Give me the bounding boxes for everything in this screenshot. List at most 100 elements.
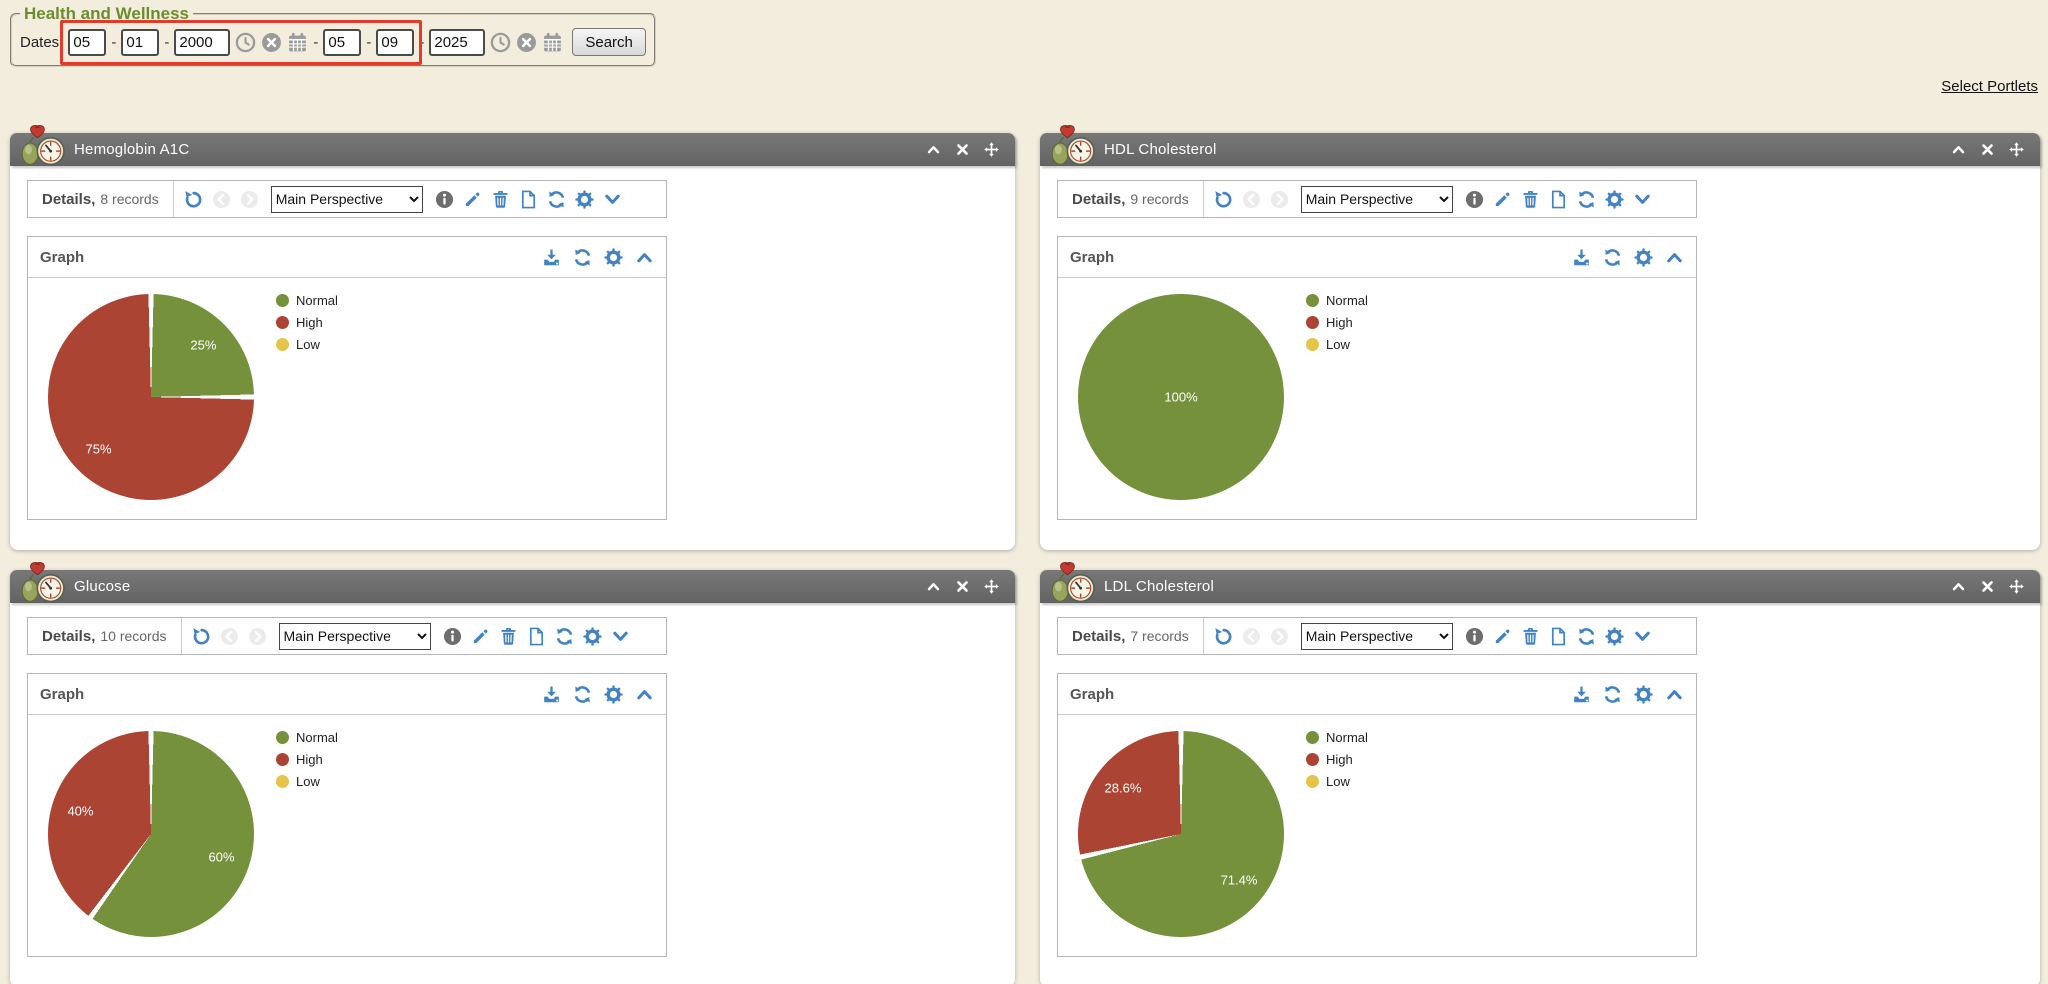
move-portlet-icon[interactable]	[2009, 142, 2024, 157]
chart-legend: Normal High Low	[1306, 730, 1368, 789]
move-portlet-icon[interactable]	[984, 579, 999, 594]
report-icon[interactable]	[527, 627, 546, 646]
legend-item: High	[276, 315, 338, 330]
to-day-input[interactable]	[376, 28, 415, 56]
info-icon[interactable]	[443, 627, 462, 646]
refresh-icon[interactable]	[555, 627, 574, 646]
close-portlet-icon[interactable]	[1980, 579, 1995, 594]
portlet-titlebar[interactable]: HDL Cholesterol	[1040, 125, 2040, 166]
collapse-graph-icon[interactable]	[1665, 248, 1684, 267]
prev-icon[interactable]	[1242, 190, 1261, 209]
expand-icon[interactable]	[611, 627, 630, 646]
expand-icon[interactable]	[603, 190, 622, 209]
to-year-input[interactable]	[429, 28, 486, 56]
clear-date-icon[interactable]	[516, 32, 537, 53]
refresh-icon[interactable]	[573, 248, 592, 267]
to-month-input[interactable]	[323, 28, 362, 56]
undo-icon[interactable]	[184, 190, 203, 209]
export-icon[interactable]	[1572, 248, 1591, 267]
refresh-icon[interactable]	[1577, 190, 1596, 209]
edit-icon[interactable]	[471, 627, 490, 646]
clear-date-icon[interactable]	[261, 32, 282, 53]
perspective-select[interactable]: Main Perspective	[278, 622, 431, 650]
info-icon[interactable]	[1465, 190, 1484, 209]
calendar-icon[interactable]	[542, 32, 563, 53]
portlet-titlebar[interactable]: LDL Cholesterol	[1040, 562, 2040, 603]
move-portlet-icon[interactable]	[984, 142, 999, 157]
undo-icon[interactable]	[192, 627, 211, 646]
legend-label: Low	[296, 337, 320, 352]
perspective-select[interactable]: Main Perspective	[270, 185, 423, 213]
info-icon[interactable]	[435, 190, 454, 209]
settings-icon[interactable]	[604, 684, 623, 704]
records-text: 10 records	[100, 628, 167, 644]
expand-icon[interactable]	[1633, 627, 1652, 646]
portlet-titlebar[interactable]: Hemoglobin A1C	[10, 125, 1015, 166]
portlet-titlebar[interactable]: Glucose	[10, 562, 1015, 603]
edit-icon[interactable]	[1493, 190, 1512, 209]
info-icon[interactable]	[1465, 627, 1484, 646]
settings-icon[interactable]	[1605, 189, 1624, 209]
collapse-graph-icon[interactable]	[635, 685, 654, 704]
next-icon[interactable]	[1270, 627, 1289, 646]
report-icon[interactable]	[1549, 627, 1568, 646]
calendar-icon[interactable]	[287, 32, 308, 53]
graph-label: Graph	[40, 248, 85, 266]
select-portlets-link[interactable]: Select Portlets	[1941, 78, 2038, 95]
edit-icon[interactable]	[1493, 627, 1512, 646]
refresh-icon[interactable]	[1603, 248, 1622, 267]
details-toolbar: Details, 8 records Main Perspective	[27, 180, 667, 218]
export-icon[interactable]	[542, 248, 561, 267]
settings-icon[interactable]	[604, 247, 623, 267]
refresh-icon[interactable]	[1577, 627, 1596, 646]
collapse-graph-icon[interactable]	[635, 248, 654, 267]
collapse-portlet-icon[interactable]	[1951, 579, 1966, 594]
report-icon[interactable]	[1549, 190, 1568, 209]
settings-icon[interactable]	[1605, 626, 1624, 646]
from-year-input[interactable]	[174, 28, 231, 56]
prev-icon[interactable]	[220, 627, 239, 646]
graph-panel: Graph 100% Normal	[1057, 236, 1697, 520]
settings-icon[interactable]	[575, 189, 594, 209]
undo-icon[interactable]	[1214, 190, 1233, 209]
from-month-input[interactable]	[68, 28, 107, 56]
undo-icon[interactable]	[1214, 627, 1233, 646]
legend-label: Low	[1326, 774, 1350, 789]
legend-swatch-normal	[1306, 294, 1319, 307]
delete-icon[interactable]	[491, 190, 510, 209]
settings-icon[interactable]	[582, 626, 602, 646]
export-icon[interactable]	[1572, 685, 1591, 704]
prev-icon[interactable]	[1242, 627, 1261, 646]
perspective-select[interactable]: Main Perspective	[1300, 185, 1453, 213]
clock-icon[interactable]	[235, 32, 256, 53]
report-icon[interactable]	[519, 190, 538, 209]
from-day-input[interactable]	[121, 28, 160, 56]
next-icon[interactable]	[248, 627, 267, 646]
collapse-portlet-icon[interactable]	[1951, 142, 1966, 157]
prev-icon[interactable]	[212, 190, 231, 209]
settings-icon[interactable]	[1634, 684, 1653, 704]
refresh-icon[interactable]	[1603, 685, 1622, 704]
refresh-icon[interactable]	[573, 685, 592, 704]
refresh-icon[interactable]	[547, 190, 566, 209]
settings-icon[interactable]	[1634, 247, 1653, 267]
close-portlet-icon[interactable]	[955, 142, 970, 157]
next-icon[interactable]	[240, 190, 259, 209]
close-portlet-icon[interactable]	[955, 579, 970, 594]
collapse-portlet-icon[interactable]	[926, 579, 941, 594]
export-icon[interactable]	[542, 685, 561, 704]
expand-icon[interactable]	[1633, 190, 1652, 209]
collapse-graph-icon[interactable]	[1665, 685, 1684, 704]
move-portlet-icon[interactable]	[2009, 579, 2024, 594]
delete-icon[interactable]	[1521, 190, 1540, 209]
close-portlet-icon[interactable]	[1980, 142, 1995, 157]
clock-icon[interactable]	[490, 32, 511, 53]
delete-icon[interactable]	[499, 627, 518, 646]
search-button[interactable]: Search	[572, 28, 646, 56]
collapse-portlet-icon[interactable]	[926, 142, 941, 157]
edit-icon[interactable]	[463, 190, 482, 209]
delete-icon[interactable]	[1521, 627, 1540, 646]
next-icon[interactable]	[1270, 190, 1289, 209]
perspective-select[interactable]: Main Perspective	[1300, 622, 1453, 650]
record-count: Details, 7 records	[1058, 618, 1204, 654]
